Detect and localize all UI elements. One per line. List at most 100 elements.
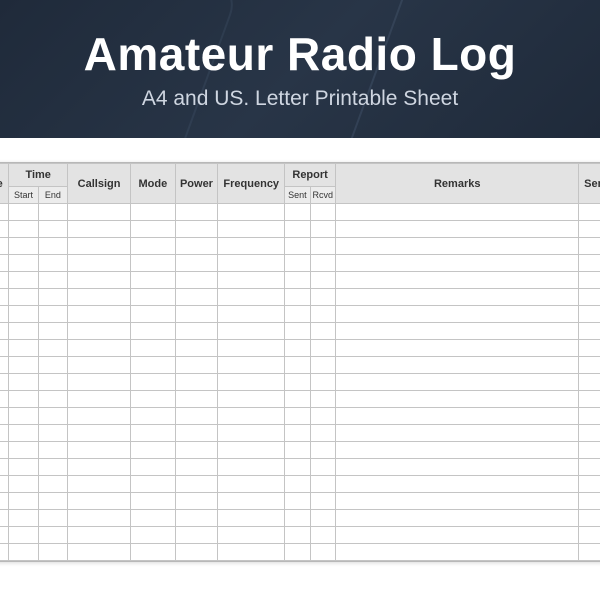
table-cell (68, 493, 131, 510)
table-cell (285, 476, 310, 493)
table-cell (0, 493, 9, 510)
table-row (0, 527, 600, 544)
table-cell (0, 442, 9, 459)
table-cell (579, 391, 600, 408)
table-cell (218, 374, 285, 391)
table-cell (175, 204, 218, 221)
col-subheader-report-sent: Sent (285, 187, 310, 204)
table-cell (38, 323, 67, 340)
table-cell (0, 357, 9, 374)
table-cell (9, 408, 38, 425)
table-cell (310, 272, 335, 289)
table-row (0, 357, 600, 374)
table-cell (131, 323, 176, 340)
table-cell (131, 204, 176, 221)
table-cell (131, 510, 176, 527)
table-cell (68, 442, 131, 459)
col-header-sen: Sen (579, 164, 600, 204)
table-row (0, 459, 600, 476)
table-cell (285, 493, 310, 510)
table-cell (175, 323, 218, 340)
table-cell (310, 510, 335, 527)
table-row (0, 476, 600, 493)
table-cell (38, 408, 67, 425)
table-cell (175, 425, 218, 442)
table-cell (335, 510, 579, 527)
table-cell (38, 255, 67, 272)
table-cell (175, 459, 218, 476)
table-cell (335, 527, 579, 544)
table-cell (68, 306, 131, 323)
table-cell (335, 391, 579, 408)
col-subheader-time-start: Start (9, 187, 38, 204)
table-cell (9, 391, 38, 408)
table-cell (68, 459, 131, 476)
table-cell (579, 493, 600, 510)
table-cell (285, 374, 310, 391)
table-cell (0, 221, 9, 238)
table-cell (38, 493, 67, 510)
table-cell (9, 255, 38, 272)
table-cell (285, 408, 310, 425)
table-cell (579, 204, 600, 221)
table-cell (9, 204, 38, 221)
table-row (0, 306, 600, 323)
table-cell (310, 221, 335, 238)
table-cell (0, 527, 9, 544)
table-cell (0, 544, 9, 561)
table-cell (38, 544, 67, 561)
table-cell (335, 442, 579, 459)
table-cell (38, 510, 67, 527)
table-cell (218, 238, 285, 255)
table-cell (285, 238, 310, 255)
table-cell (175, 340, 218, 357)
table-cell (285, 527, 310, 544)
table-cell (335, 544, 579, 561)
table-row (0, 493, 600, 510)
table-cell (285, 425, 310, 442)
table-cell (68, 204, 131, 221)
table-cell (68, 323, 131, 340)
table-cell (335, 493, 579, 510)
table-cell (579, 306, 600, 323)
table-cell (310, 289, 335, 306)
table-cell (0, 323, 9, 340)
table-cell (310, 306, 335, 323)
table-cell (335, 272, 579, 289)
table-cell (0, 238, 9, 255)
table-cell (175, 221, 218, 238)
table-cell (310, 323, 335, 340)
table-cell (38, 374, 67, 391)
table-cell (175, 391, 218, 408)
table-cell (68, 289, 131, 306)
table-cell (9, 527, 38, 544)
table-cell (38, 476, 67, 493)
table-row (0, 204, 600, 221)
table-cell (38, 340, 67, 357)
table-cell (9, 544, 38, 561)
table-cell (0, 340, 9, 357)
table-cell (175, 476, 218, 493)
table-cell (335, 374, 579, 391)
table-cell (131, 340, 176, 357)
table-cell (9, 340, 38, 357)
table-cell (579, 221, 600, 238)
col-header-e: e (0, 164, 9, 204)
table-row (0, 408, 600, 425)
table-cell (579, 408, 600, 425)
table-cell (9, 238, 38, 255)
table-cell (38, 221, 67, 238)
table-cell (310, 357, 335, 374)
table-cell (0, 374, 9, 391)
table-cell (175, 493, 218, 510)
table-cell (218, 544, 285, 561)
table-cell (218, 306, 285, 323)
table-cell (579, 476, 600, 493)
table-cell (38, 238, 67, 255)
table-cell (9, 357, 38, 374)
table-cell (285, 289, 310, 306)
table-cell (68, 476, 131, 493)
table-cell (579, 459, 600, 476)
table-cell (579, 340, 600, 357)
table-cell (0, 306, 9, 323)
